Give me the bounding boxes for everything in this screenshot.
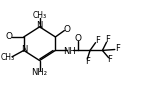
Text: F: F [85,57,90,66]
Text: N: N [36,21,43,30]
Text: NH: NH [64,47,76,56]
Text: O: O [75,34,82,43]
Text: F: F [115,44,120,53]
Text: F: F [107,55,112,64]
Text: F: F [95,36,100,45]
Text: CH₃: CH₃ [1,53,15,62]
Text: O: O [6,32,13,41]
Text: CH₃: CH₃ [33,11,47,19]
Text: NH₂: NH₂ [32,68,48,77]
Text: N: N [21,45,28,54]
Text: F: F [106,35,110,44]
Text: O: O [64,25,71,34]
